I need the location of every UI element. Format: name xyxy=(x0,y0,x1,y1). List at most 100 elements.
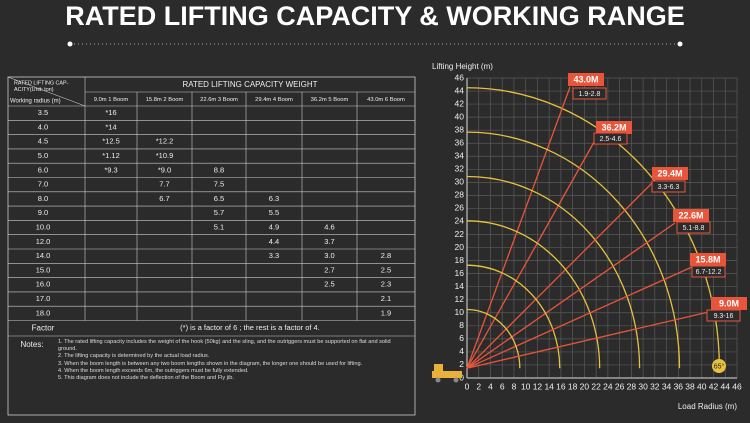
y-tick-label: 22 xyxy=(455,229,465,239)
y-tick-label: 42 xyxy=(455,98,465,108)
boom-line xyxy=(466,134,599,369)
x-tick-label: 26 xyxy=(615,381,625,391)
boom-arc xyxy=(466,131,681,369)
x-tick-label: 22 xyxy=(591,381,601,391)
y-tick-label: 24 xyxy=(455,216,465,226)
capacity-cell: 6.3 xyxy=(269,194,279,203)
x-tick-label: 16 xyxy=(556,381,566,391)
boom-line xyxy=(466,310,714,369)
boom-label-box xyxy=(652,167,688,180)
note: 3. When the boom length is between any t… xyxy=(58,360,363,367)
table-frame xyxy=(7,76,416,416)
boom-label: 43.0M xyxy=(573,74,598,84)
capacity-cell: *12.2 xyxy=(156,137,174,146)
boom-label: 9.0M xyxy=(719,298,739,308)
x-tick-label: 24 xyxy=(603,381,613,391)
y-tick-label: 26 xyxy=(455,203,465,213)
x-tick-label: 38 xyxy=(685,381,695,391)
notes: 1. The rated lifting capacity includes t… xyxy=(58,339,410,382)
capacity-cell: 3.0 xyxy=(324,251,334,260)
radius-cell: 17.0 xyxy=(36,294,51,303)
capacity-cell: *9.0 xyxy=(158,165,171,174)
x-tick-label: 36 xyxy=(674,381,684,391)
column-header: 36.2m 5 Boom xyxy=(311,97,349,103)
x-tick-label: 34 xyxy=(662,381,672,391)
range-box xyxy=(676,221,711,234)
page-title: RATED LIFTING CAPACITY & WORKING RANGE xyxy=(65,1,684,31)
capacity-cell: 4.6 xyxy=(324,223,334,232)
radius-cell: 8.0 xyxy=(38,194,48,203)
capacity-cell: *12.5 xyxy=(102,137,120,146)
x-tick-label: 30 xyxy=(638,381,648,391)
range-label: 3.3-6.3 xyxy=(658,184,680,191)
capacity-cell: 7.5 xyxy=(214,180,224,189)
x-tick-label: 18 xyxy=(568,381,578,391)
y-tick-label: 14 xyxy=(455,281,465,291)
radius-cell: 14.0 xyxy=(36,251,51,260)
radius-cell: 10.0 xyxy=(36,223,51,232)
radius-cell: 6.0 xyxy=(38,165,48,174)
y-tick-label: 8 xyxy=(459,320,464,330)
y-tick-label: 36 xyxy=(455,137,465,147)
capacity-cell: 7.7 xyxy=(159,180,169,189)
capacity-cell: *16 xyxy=(105,108,116,117)
x-tick-label: 8 xyxy=(512,381,517,391)
y-tick-label: 12 xyxy=(455,294,465,304)
range-chart: 0 2 4 6 8 10 12 14 16 18 20 22 24 26 28 30 32 34 36 38 40 42 4… xyxy=(432,62,747,411)
range-label: 2.5-4.6 xyxy=(600,136,622,143)
radius-cell: 3.5 xyxy=(38,108,48,117)
capacity-cell: 4.4 xyxy=(269,237,279,246)
x-tick-label: 40 xyxy=(697,381,707,391)
y-tick-label: 34 xyxy=(455,151,465,161)
capacity-cell: 2.5 xyxy=(381,265,391,274)
note: 5. This diagram does not include the def… xyxy=(58,375,234,382)
x-tick-label: 28 xyxy=(627,381,637,391)
note: 1. The rated lifting capacity includes t… xyxy=(58,339,391,353)
angle-badge xyxy=(712,359,726,373)
y-tick-label: 28 xyxy=(455,190,465,200)
corner-title: RATED LIFTING CAP- xyxy=(14,80,69,86)
y-tick-label: 46 xyxy=(455,72,465,82)
radius-cell: 4.0 xyxy=(38,122,48,131)
radius-cell: 16.0 xyxy=(36,280,51,289)
corner-title: ACITY(Unit: ton) xyxy=(14,87,54,93)
y-axis-label: Lifting Height (m) xyxy=(432,62,493,71)
capacity-cell: 8.8 xyxy=(214,165,224,174)
capacity-cell: 2.7 xyxy=(324,265,334,274)
y-tick-label: 6 xyxy=(459,333,464,343)
divider-dot xyxy=(677,41,683,47)
capacity-cell: *9.3 xyxy=(104,165,117,174)
capacity-cell: 6.7 xyxy=(159,194,169,203)
boom-label-box xyxy=(690,253,726,266)
x-tick-label: 10 xyxy=(521,381,531,391)
range-label: 1.9-2.8 xyxy=(579,91,601,98)
y-tick-label: 4 xyxy=(459,346,464,356)
capacity-cell: 6.5 xyxy=(214,194,224,203)
y-tick-label: 30 xyxy=(455,177,465,187)
y-tick-label: 40 xyxy=(455,111,465,121)
x-tick-label: 2 xyxy=(476,381,481,391)
note: 4. When the boom length exceeds 6m, the … xyxy=(58,367,249,374)
boom-arc xyxy=(466,220,601,369)
x-tick-label: 14 xyxy=(544,381,554,391)
x-tick-label: 12 xyxy=(533,381,543,391)
x-tick-label: 4 xyxy=(488,381,493,391)
capacity-cell: 1.9 xyxy=(381,308,391,317)
crane-cab xyxy=(434,364,443,371)
table: RATED LIFTING CAP-ACITY(Unit: ton) Workin… xyxy=(7,76,415,349)
boom-label-box xyxy=(711,297,747,310)
capacity-cell: 2.1 xyxy=(381,294,391,303)
boom-label: 15.8M xyxy=(695,254,720,264)
range-box xyxy=(691,265,726,278)
y-tick-label: 10 xyxy=(455,307,465,317)
x-tick-label: 20 xyxy=(580,381,590,391)
corner-diagonal xyxy=(7,76,86,107)
capacity-cell: 2.3 xyxy=(381,280,391,289)
y-tick-label: 2 xyxy=(459,359,464,369)
y-tick-label: 38 xyxy=(455,124,465,134)
angle-label: 65° xyxy=(714,362,725,370)
crane-wheel xyxy=(435,377,441,383)
factor-text: (*) is a factor of 6 ; the rest is a fac… xyxy=(180,323,320,332)
